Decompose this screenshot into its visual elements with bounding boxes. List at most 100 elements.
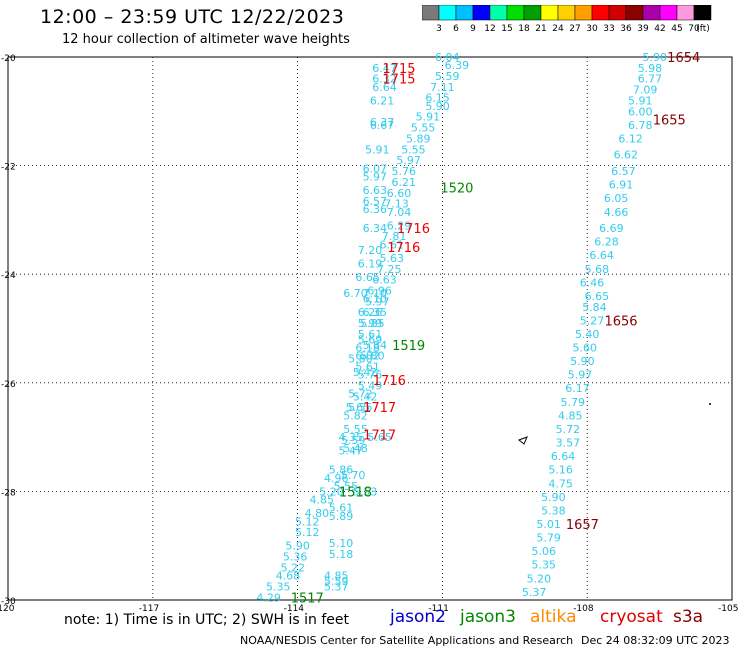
wave-height-value: 5.12	[295, 515, 320, 528]
wave-height-value: 5.85	[360, 317, 385, 330]
wave-height-value: 5.65	[346, 401, 371, 414]
wave-height-value: 5.10	[329, 537, 354, 550]
colorbar-unit: (ft)	[696, 24, 710, 34]
mission-s3a: s3a	[673, 607, 704, 627]
wave-height-value: 4.75	[548, 477, 573, 490]
lat-tick-label: -22	[1, 163, 16, 173]
wave-height-value: 6.57	[363, 195, 388, 208]
wave-height-value: 4.35	[338, 431, 363, 444]
wave-height-value: 5.97	[363, 170, 388, 183]
page-subtitle: 12 hour collection of altimeter wave hei…	[62, 32, 350, 47]
wave-height-value: 5.55	[334, 480, 359, 493]
wave-height-value: 6.19	[358, 257, 383, 270]
wave-height-value: 6.96	[367, 284, 392, 297]
wave-height-value: 6.57	[611, 165, 636, 178]
wave-height-value: 6.64	[551, 450, 576, 463]
wave-height-value: 5.91	[365, 143, 390, 156]
wave-height-value: 6.07	[363, 162, 388, 175]
wave-height-value: 5.55	[348, 401, 373, 414]
colorbar-label: 6	[453, 24, 459, 34]
wave-height-value: 5.55	[411, 122, 436, 135]
wave-height-value: 5.69	[358, 333, 383, 346]
wave-height-value: 5.12	[295, 526, 320, 539]
track-time-label: 1519	[392, 339, 425, 354]
lat-tick-label: -24	[1, 271, 16, 281]
colorbar-label: 33	[603, 24, 614, 34]
lat-tick-label: -28	[1, 488, 16, 498]
track-time-label: 1518	[339, 485, 372, 500]
wave-height-value: 6.02	[355, 350, 380, 363]
lat-tick-label: -26	[1, 380, 16, 390]
wave-height-value: 6.39	[445, 59, 470, 72]
wave-height-value: 6.65	[355, 271, 380, 284]
wave-height-value: 6.35	[363, 306, 388, 319]
wave-height-value: 6.12	[618, 132, 643, 145]
page-title: 12:00 – 23:59 UTC 12/22/2023	[40, 6, 345, 28]
wave-height-value: 5.55	[401, 143, 426, 156]
colorbar-label: 15	[501, 24, 512, 34]
track-time-label: 1716	[397, 222, 430, 237]
wave-height-value: 5.35	[532, 559, 557, 572]
wave-height-value: 5.97	[365, 295, 390, 308]
wave-height-value: 4.29	[256, 591, 281, 604]
colorbar-label: 12	[484, 24, 495, 34]
wave-height-value: 6.21	[392, 176, 417, 189]
wave-height-value: 6.69	[599, 222, 624, 235]
wave-height-value: 4.96	[324, 472, 349, 485]
wave-height-value: 5.20	[527, 572, 552, 585]
footer-credit: NOAA/NESDIS Center for Satellite Applica…	[240, 634, 574, 647]
wave-height-value: 5.53	[353, 485, 378, 498]
wave-height-value: 7.09	[633, 84, 658, 97]
island-dot	[709, 403, 711, 405]
wave-height-value: 5.70	[341, 469, 366, 482]
colorbar-label: 42	[654, 24, 665, 34]
wave-height-value: 5.27	[580, 314, 605, 327]
colorbar-label: 21	[535, 24, 546, 34]
wave-height-value: 6.29	[387, 219, 412, 232]
lat-tick-label: -20	[1, 54, 16, 64]
wave-height-value: 6.15	[425, 92, 450, 105]
wave-height-value: 5.90	[570, 355, 595, 368]
wave-height-value: 5.99	[358, 317, 383, 330]
wave-height-value: 5.22	[281, 561, 306, 574]
track-time-label: 1716	[373, 374, 406, 389]
mission-jason2: jason2	[390, 607, 446, 627]
wave-height-value: 6.18	[355, 342, 380, 355]
wave-height-value: 5.84	[363, 339, 388, 352]
lon-tick-label: -117	[139, 604, 159, 614]
map-frame	[7, 56, 733, 601]
wave-height-value: 5.91	[628, 94, 653, 107]
units-note: note: 1) Time is in UTC; 2) SWH is in fe…	[64, 612, 350, 628]
wave-height-value: 6.00	[628, 105, 653, 118]
wave-height-value: 5.91	[416, 111, 441, 124]
wave-height-value: 6.62	[614, 149, 639, 162]
wave-height-value: 7.81	[382, 230, 407, 243]
wave-height-value: 5.72	[348, 388, 373, 401]
wave-height-value: 5.06	[532, 545, 557, 558]
lon-tick-label: -114	[284, 604, 305, 614]
track-time-label: 1657	[566, 518, 599, 533]
wave-height-value: 6.78	[628, 119, 653, 132]
wave-height-value: 6.61	[379, 238, 404, 251]
wave-height-value: 6.91	[609, 179, 634, 192]
wave-height-value: 5.59	[341, 434, 366, 447]
wave-height-value: 7.04	[387, 206, 412, 219]
wave-height-value: 5.98	[638, 62, 663, 75]
wave-height-value: 6.63	[372, 274, 397, 287]
wave-height-value: 5.76	[392, 165, 417, 178]
wave-height-value: 5.89	[406, 132, 431, 145]
mission-cryosat: cryosat	[600, 607, 663, 627]
wave-height-value: 6.64	[589, 249, 614, 262]
wave-height-value: 5.18	[329, 548, 354, 561]
wave-height-value: 5.84	[582, 301, 607, 314]
wave-height-value: 5.89	[329, 510, 354, 523]
wave-height-value: 5.16	[548, 464, 573, 477]
axis-ticks: -120 -117 -114 -111 -108 -105 -20 -22 -24 -26 -28 -…	[0, 54, 738, 614]
wave-height-value: 5.37	[522, 586, 547, 599]
wave-height-value: 4.66	[604, 206, 629, 219]
wave-height-value: 5.86	[329, 464, 354, 477]
colorbar-swatch	[693, 5, 712, 21]
wave-height-value: 7.13	[384, 198, 409, 211]
